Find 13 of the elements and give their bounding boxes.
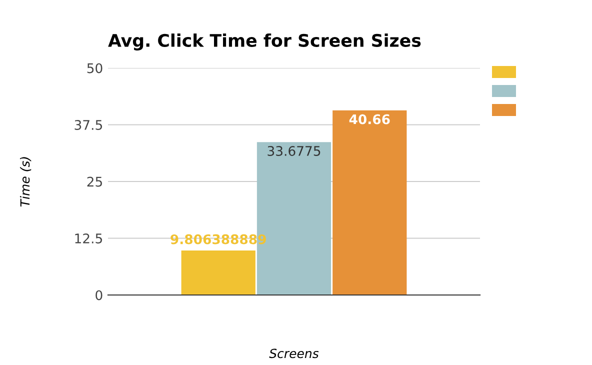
- bar: [181, 250, 256, 295]
- x-axis-title: Screens: [269, 348, 319, 358]
- data-label: 9.806388889: [170, 234, 266, 244]
- y-tick-label: 50: [87, 63, 102, 74]
- y-tick-label: 25: [87, 176, 102, 187]
- y-axis-title: Time (s): [20, 157, 32, 207]
- y-tick-label: 12.5: [75, 233, 102, 244]
- y-tick-label: 37.5: [74, 120, 102, 130]
- data-label: 40.66: [349, 114, 390, 124]
- bar: [332, 110, 407, 295]
- chart-title: Avg. Click Time for Screen Sizes: [108, 34, 421, 50]
- data-label: 33.6775: [268, 146, 320, 156]
- y-tick-label: 0: [96, 290, 102, 300]
